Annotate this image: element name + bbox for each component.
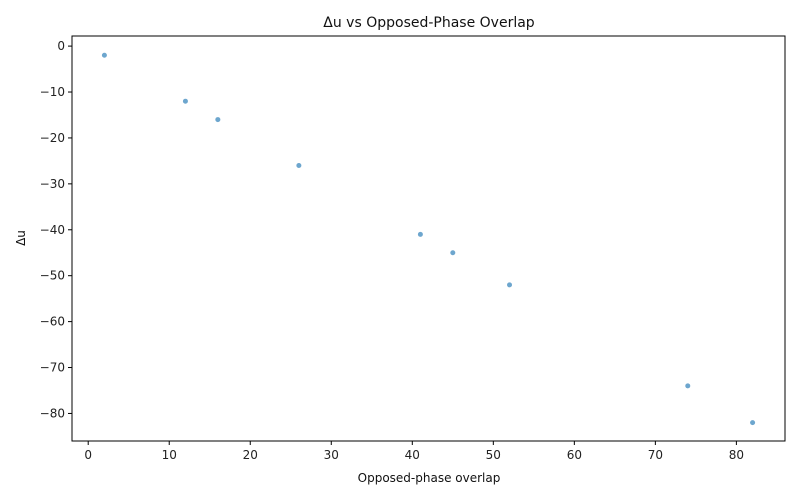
data-point (101, 52, 107, 58)
y-tick-label: −80 (40, 406, 65, 420)
y-tick-label: −50 (40, 269, 65, 283)
x-tick-label: 50 (486, 448, 501, 462)
x-tick-label: 80 (729, 448, 744, 462)
y-tick-label: −30 (40, 177, 65, 191)
chart-title: Δu vs Opposed-Phase Overlap (323, 15, 535, 31)
y-tick-label: −70 (40, 361, 65, 375)
x-axis-ticks: 0 10 20 30 40 50 60 70 80 (84, 441, 744, 462)
data-point (685, 383, 691, 389)
y-tick-label: −10 (40, 85, 65, 99)
plot-area: 0 10 20 30 40 50 60 70 80 0 −10 −20 −30 −40 −50 −60 −70… (40, 35, 786, 462)
data-point (417, 231, 423, 237)
data-point (215, 117, 221, 123)
x-tick-label: 40 (405, 448, 420, 462)
data-point (750, 420, 756, 426)
y-tick-label: −60 (40, 315, 65, 329)
x-axis-label: Opposed-phase overlap (358, 471, 501, 485)
y-tick-label: −20 (40, 131, 65, 145)
y-tick-label: 0 (57, 39, 65, 53)
data-point (450, 250, 456, 256)
x-tick-label: 60 (567, 448, 582, 462)
x-tick-label: 10 (162, 448, 177, 462)
y-tick-label: −40 (40, 223, 65, 237)
x-tick-label: 30 (324, 448, 339, 462)
y-axis-ticks: 0 −10 −20 −30 −40 −50 −60 −70 −80 (40, 39, 72, 420)
data-point (296, 162, 302, 168)
x-tick-label: 20 (243, 448, 258, 462)
axes-frame (71, 35, 786, 442)
y-axis-label: Δu (14, 230, 28, 246)
data-point (182, 98, 188, 104)
x-tick-label: 70 (648, 448, 663, 462)
data-points (101, 52, 756, 426)
data-point (507, 282, 513, 288)
x-tick-label: 0 (84, 448, 92, 462)
